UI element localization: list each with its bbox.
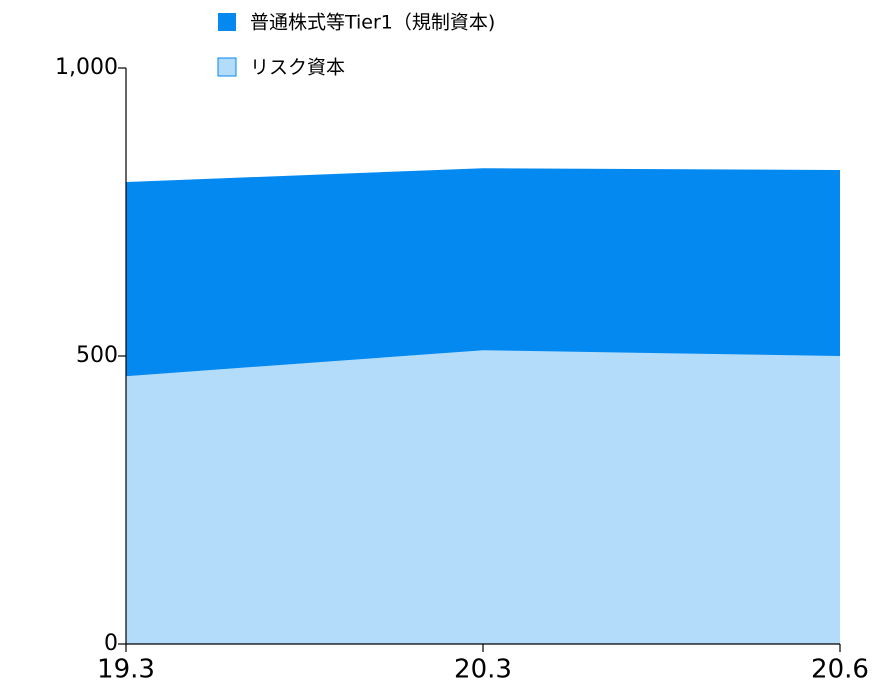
- y-tick-label: 1,000: [55, 55, 118, 80]
- legend-label: 普通株式等Tier1（規制資本): [250, 12, 495, 34]
- legend-label: リスク資本: [250, 57, 345, 79]
- legend-swatch: [218, 13, 236, 31]
- x-tick-label: 20.3: [454, 655, 512, 685]
- x-tick-label: 19.3: [97, 655, 155, 685]
- legend-swatch: [217, 57, 237, 77]
- y-tick-label: 0: [104, 631, 118, 656]
- area: [126, 350, 840, 644]
- y-tick-label: 500: [76, 343, 118, 368]
- x-tick-label: 20.6: [811, 655, 869, 685]
